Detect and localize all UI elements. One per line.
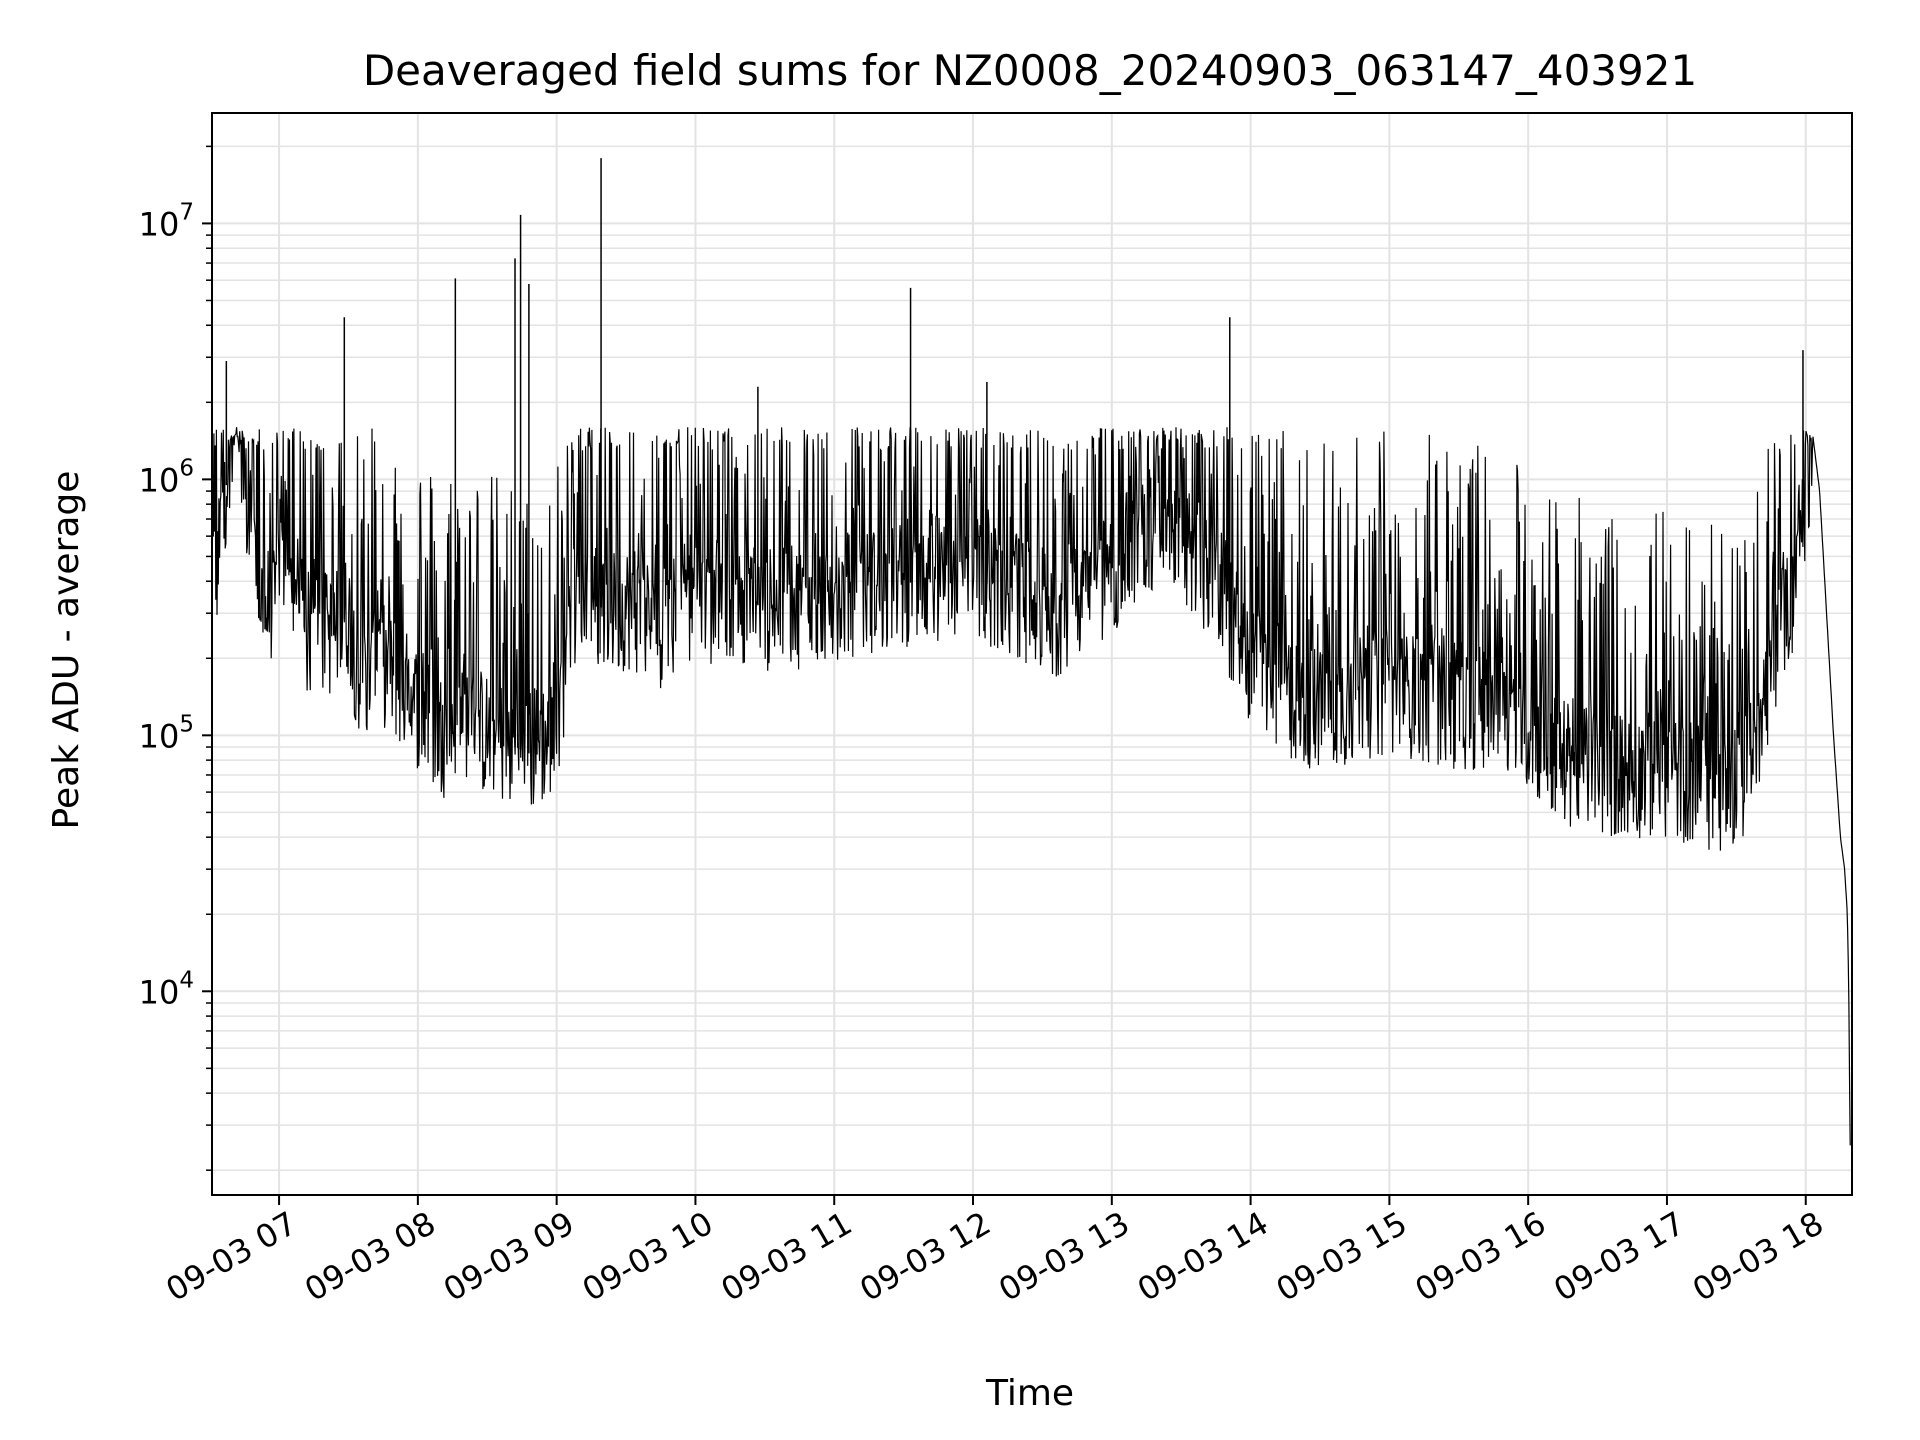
x-tick-label: 09-03 13 — [992, 1204, 1136, 1309]
chart-title: Deaveraged field sums for NZ0008_2024090… — [363, 46, 1697, 95]
x-tick-label: 09-03 08 — [298, 1204, 442, 1309]
y-tick-label: 107 — [139, 199, 194, 243]
x-tick-label: 09-03 10 — [576, 1204, 720, 1309]
y-tick-label: 105 — [139, 711, 194, 755]
x-axis-label: Time — [985, 1373, 1074, 1414]
x-tick-label: 09-03 12 — [853, 1204, 997, 1309]
series-line — [211, 427, 1851, 1146]
y-axis: 104 105 106 107 — [139, 145, 212, 1171]
y-tick-label: 106 — [139, 455, 194, 499]
x-tick-label: 09-03 14 — [1131, 1204, 1275, 1309]
x-tick-label: 09-03 07 — [159, 1204, 303, 1309]
grid — [212, 113, 1852, 1195]
x-tick-label: 09-03 15 — [1270, 1204, 1414, 1309]
x-tick-label: 09-03 09 — [437, 1204, 581, 1309]
x-tick-label: 09-03 18 — [1686, 1204, 1830, 1309]
y-axis-label: Peak ADU - average — [46, 471, 87, 830]
x-tick-label: 09-03 17 — [1547, 1204, 1691, 1309]
series-group — [211, 158, 1851, 1146]
x-tick-label: 09-03 16 — [1409, 1204, 1553, 1309]
y-tick-label: 104 — [139, 967, 194, 1011]
plot-frame — [211, 112, 1853, 1196]
x-tick-label: 09-03 11 — [715, 1204, 859, 1309]
